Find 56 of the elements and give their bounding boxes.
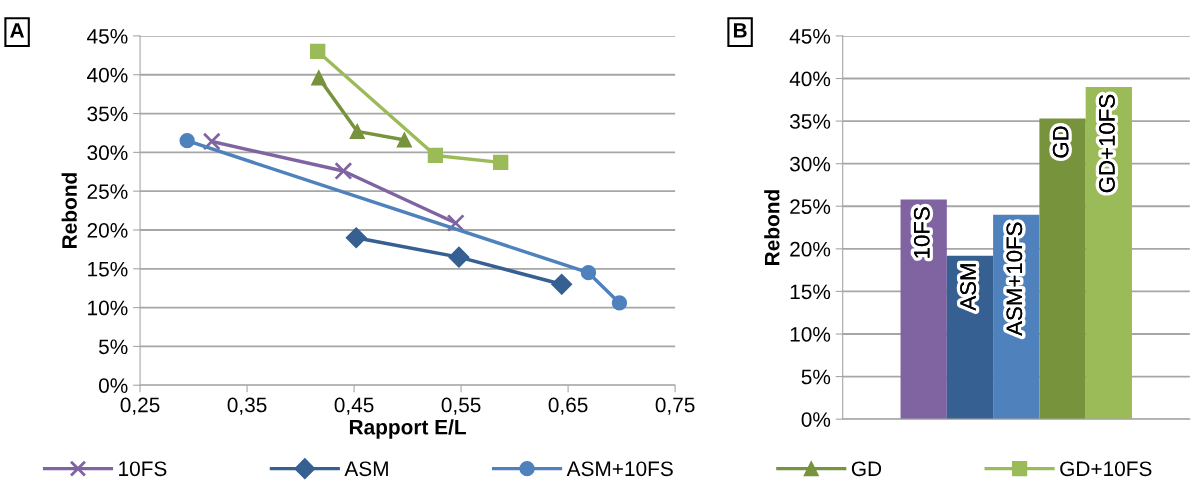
x-tick-label: 0,75 xyxy=(655,397,695,415)
point xyxy=(179,133,195,149)
category-label: ASM xyxy=(960,264,976,311)
x-tick-label: 0,25 xyxy=(120,397,160,415)
point xyxy=(427,147,444,164)
legend-label: ASM xyxy=(344,461,388,477)
y-tick-label: 10% xyxy=(88,300,128,316)
category-label: GD xyxy=(1052,126,1069,158)
category-label: 10FS xyxy=(913,207,930,258)
y-axis-title: Rebond xyxy=(764,190,780,265)
point xyxy=(551,273,573,295)
point xyxy=(202,132,221,151)
x-axis-title: Rapport E/L xyxy=(349,419,466,439)
y-tick-label: 30% xyxy=(789,156,831,172)
x-tick-label: 0,45 xyxy=(334,397,374,415)
text: A xyxy=(10,23,25,38)
y-tick-label: 0% xyxy=(801,412,831,427)
legend-label: GD+10FS xyxy=(1060,461,1152,477)
point xyxy=(334,161,353,181)
y-tick-label: 35% xyxy=(87,106,128,122)
point xyxy=(311,70,327,86)
y-tick-label: 15% xyxy=(790,284,831,300)
point xyxy=(396,132,413,148)
y-tick-label: 40% xyxy=(87,67,128,83)
category-label: ASM+10FS xyxy=(1006,222,1023,336)
point xyxy=(310,43,326,60)
point xyxy=(611,295,628,311)
text: B xyxy=(733,23,747,38)
category-label: GD+10FS xyxy=(1099,94,1115,193)
y-tick-label: 20% xyxy=(790,241,831,257)
y-tick-label: 0% xyxy=(98,378,128,393)
y-tick-label: 25% xyxy=(87,184,128,199)
y-tick-label: 30% xyxy=(87,145,128,161)
legend-label: ASM+10FS xyxy=(566,461,673,477)
y-tick-label: 25% xyxy=(790,199,831,215)
point xyxy=(493,154,509,171)
x-tick-label: 0,35 xyxy=(227,397,267,415)
point xyxy=(345,227,367,249)
point xyxy=(580,265,597,281)
y-axis-title: Rebond xyxy=(61,173,77,248)
x-tick-label: 0,65 xyxy=(548,397,588,415)
y-tick-label: 45% xyxy=(87,29,128,44)
y-tick-label: 20% xyxy=(87,222,128,238)
bar xyxy=(1039,118,1086,420)
y-tick-label: 10% xyxy=(790,327,831,342)
legend-label: GD xyxy=(851,461,882,477)
legend-label: 10FS xyxy=(119,461,167,477)
point xyxy=(349,123,365,140)
y-tick-label: 15% xyxy=(88,261,128,277)
y-tick-label: 5% xyxy=(801,369,831,385)
y-tick-label: 5% xyxy=(98,339,128,355)
x-tick-label: 0,55 xyxy=(441,397,481,415)
y-tick-label: 40% xyxy=(789,71,831,87)
y-tick-label: 35% xyxy=(789,114,831,129)
y-tick-label: 45% xyxy=(789,29,831,44)
point xyxy=(448,246,470,268)
